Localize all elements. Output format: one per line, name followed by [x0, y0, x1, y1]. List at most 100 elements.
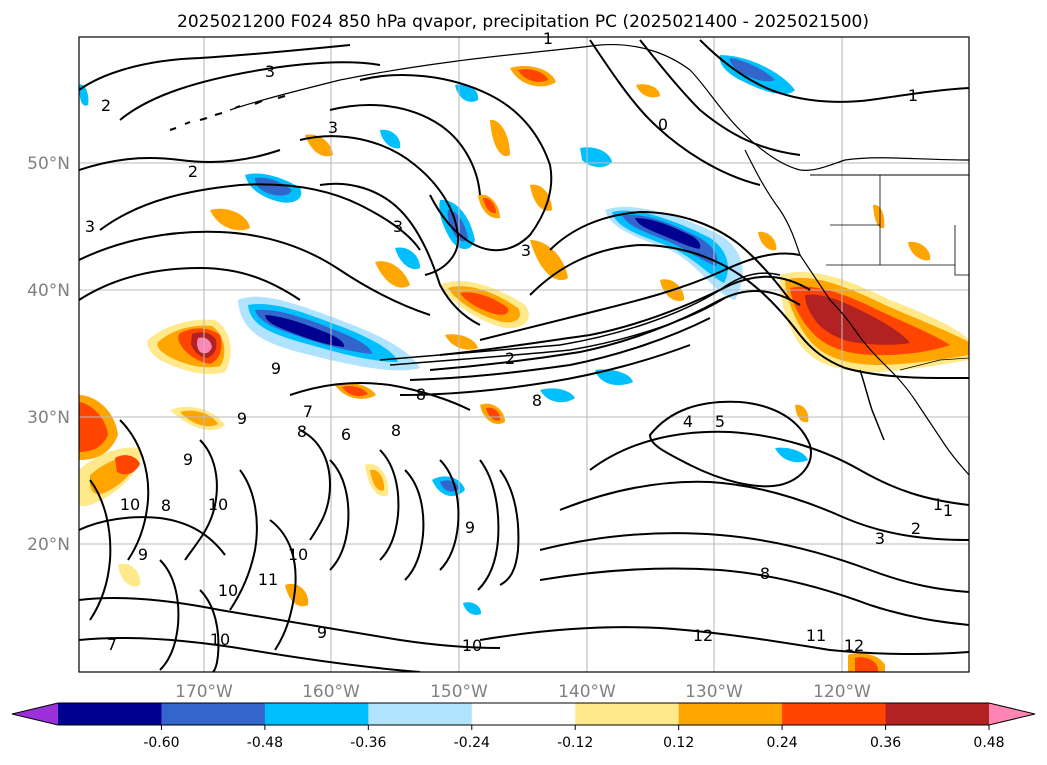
- neg-anomaly-north-1b: [255, 177, 292, 196]
- colorbar-extend-max: [989, 703, 1035, 725]
- pos-anomaly-south-b: [285, 583, 309, 607]
- lon-label-130w: 130°W: [685, 682, 743, 702]
- pos-anomaly-east-small-3: [908, 241, 931, 261]
- contour-label: 10: [288, 545, 308, 564]
- neg-anomaly-north-5: [455, 84, 479, 102]
- pos-anomaly-california-4: [805, 294, 910, 345]
- colorbar-tick-label: -0.24: [454, 735, 490, 751]
- colorbar-segments: [58, 703, 990, 725]
- neg-anomaly-north-3b: [729, 58, 775, 82]
- contour-label: 10: [218, 581, 238, 600]
- colorbar-segment: [678, 703, 783, 725]
- pos-anomaly-east-small-4: [636, 84, 660, 98]
- pos-anomaly-south-d: [118, 563, 141, 587]
- coastlines: [169, 43, 969, 476]
- qvapor-contours: [79, 39, 969, 672]
- pos-anomaly-south-c2: [855, 657, 878, 672]
- neg-anomaly-mid-3: [540, 388, 575, 403]
- colorbar-segment: [368, 703, 473, 725]
- colorbar-tick-label: 0.12: [663, 735, 694, 751]
- contour-label: 8: [161, 496, 171, 515]
- contour-label-group: 1 3 2 3 0 1 3 2 3 3 2 9 8 8 4 5 7 6 8 9 …: [85, 29, 953, 655]
- contour-label: 12: [693, 626, 713, 645]
- pos-anomaly-east-small-5: [873, 204, 885, 229]
- contour-label: 9: [183, 450, 193, 469]
- pos-anomaly-mid-north-3: [530, 240, 568, 281]
- contour-label: 11: [258, 570, 278, 589]
- contour-label: 8: [760, 564, 770, 583]
- pos-anomaly-north-b: [305, 134, 333, 157]
- contour-label: 12: [844, 636, 864, 655]
- colorbar-extend-min: [12, 703, 58, 725]
- contour-label: 9: [465, 518, 475, 537]
- neg-anomaly-north-2b: [447, 210, 468, 242]
- contour-label: 2: [101, 96, 111, 115]
- colorbar-segment: [782, 703, 887, 725]
- neg-anomaly-large-west-deep: [265, 315, 345, 347]
- pos-anomaly-east-small-2: [795, 404, 809, 423]
- contour-label: 9: [138, 545, 148, 564]
- pos-anomaly-west-edge-2: [79, 402, 108, 452]
- neg-anomaly-north-east-deep: [635, 218, 701, 249]
- colorbar-segment: [264, 703, 369, 725]
- neg-anomaly-north-4: [580, 147, 612, 168]
- alaska-coast: [229, 43, 969, 171]
- baja-coast: [859, 369, 885, 441]
- colorbar: -0.60 -0.48 -0.36 -0.24 -0.12 0.12 0.24 0.36 0.4…: [11, 702, 1036, 751]
- pos-anomaly-north-f2: [483, 197, 496, 214]
- aleutian-islands: [169, 95, 286, 131]
- contour-label: 10: [120, 495, 140, 514]
- contour-label: 9: [237, 409, 247, 428]
- contour-label: 1: [943, 501, 953, 520]
- lon-label-160w: 160°W: [302, 682, 360, 702]
- contour-label: 2: [188, 162, 198, 181]
- contour-label: 8: [416, 385, 426, 404]
- contour-label: 3: [875, 529, 885, 548]
- map-title: 2025021200 F024 850 hPa qvapor, precipit…: [177, 12, 869, 32]
- colorbar-tick-label: -0.36: [350, 735, 386, 751]
- lon-label-140w: 140°W: [558, 682, 616, 702]
- contour-label: 6: [341, 425, 351, 444]
- lat-label-30n: 30°N: [27, 408, 70, 428]
- contour-label: 11: [806, 626, 826, 645]
- colorbar-outline: [11, 702, 1036, 726]
- contour-label: 10: [208, 495, 228, 514]
- mexico-border: [899, 357, 969, 371]
- pos-anomaly-north-a2: [518, 69, 548, 82]
- contour-label: 1: [908, 86, 918, 105]
- contour-label: 2: [505, 349, 515, 368]
- lat-label-20n: 20°N: [27, 535, 70, 555]
- contour-label: 4: [683, 412, 693, 431]
- colorbar-tick-label: -0.60: [143, 735, 179, 751]
- neg-anomaly-mid-4: [775, 447, 808, 463]
- pos-anomaly-south-a2: [370, 469, 385, 491]
- pos-anomaly-mid-1b: [342, 385, 368, 397]
- neg-anomaly-west-edge: [79, 84, 89, 106]
- colorbar-tick-label: 0.48: [973, 735, 1004, 751]
- pos-anomaly-mid-3: [445, 334, 478, 350]
- colorbar-segment: [58, 703, 162, 725]
- contour-label: 10: [462, 636, 482, 655]
- contour-label: 7: [303, 402, 313, 421]
- contour-label: 1: [933, 495, 943, 514]
- contour-label: 0: [658, 115, 668, 134]
- colorbar-segment: [885, 703, 990, 725]
- pos-anomaly-mid-north-1c: [460, 292, 509, 315]
- contour-label: 3: [521, 241, 531, 260]
- colorbar-tick-label: -0.48: [247, 735, 283, 751]
- colorbar-tick-label: -0.12: [557, 735, 593, 751]
- colorbar-segment: [471, 703, 576, 725]
- lat-tick-labels: 50°N 40°N 30°N 20°N: [27, 154, 70, 555]
- contour-label: 8: [532, 391, 542, 410]
- lat-label-50n: 50°N: [27, 154, 70, 174]
- contour-label: 1: [543, 29, 553, 48]
- colorbar-tick-label: 0.36: [870, 735, 901, 751]
- pos-anomaly-west-sw-3: [115, 455, 140, 475]
- pos-anomaly-mid-north-2: [375, 261, 410, 288]
- pos-anomaly-east-small-1: [758, 231, 777, 251]
- contour-label: 3: [85, 217, 95, 236]
- contour-label: 5: [715, 412, 725, 431]
- colorbar-tick-label: 0.24: [767, 735, 798, 751]
- contour-label: 8: [297, 422, 307, 441]
